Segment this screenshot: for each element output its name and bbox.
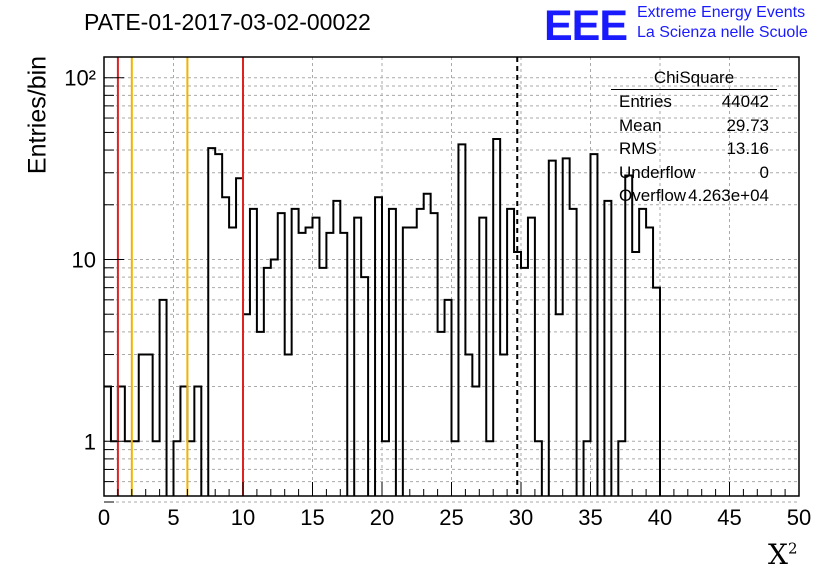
x-tick-label: 20 <box>370 505 394 530</box>
stats-box: ChiSquare Entries 44042 Mean 29.73 RMS 1… <box>611 68 777 210</box>
stats-key: Overflow <box>619 186 687 205</box>
stats-key: Entries <box>619 92 672 111</box>
x-tick-label: 50 <box>787 505 811 530</box>
y-tick-label: 10² <box>64 66 96 91</box>
x-axis-label: X2 <box>768 538 798 571</box>
logo-line-1: Extreme Energy Events <box>637 4 806 21</box>
logo-line-2: La Scienza nelle Scuole <box>637 24 808 41</box>
x-tick-label: 15 <box>300 505 324 530</box>
y-tick-label: 1 <box>84 429 96 454</box>
stats-key: Underflow <box>619 162 696 182</box>
grid-lines <box>103 57 800 503</box>
x-tick-label: 25 <box>439 505 463 530</box>
logo-mark: EEE <box>544 2 628 50</box>
x-tick-label: 35 <box>578 505 602 530</box>
stats-value: 29.73 <box>726 115 769 135</box>
stats-row-mean: Mean 29.73 <box>611 116 777 140</box>
x-tick-label: 0 <box>98 505 110 530</box>
x-tick-label: 10 <box>231 505 255 530</box>
x-tick-label: 40 <box>648 505 672 530</box>
stats-row-rms: RMS 13.16 <box>611 139 777 163</box>
x-tick-label: 30 <box>509 505 533 530</box>
plot-title: PATE-01-2017-03-02-00022 <box>84 9 371 35</box>
stats-row-entries: Entries 44042 <box>611 92 777 116</box>
stats-value: 44042 <box>721 92 769 111</box>
chart-marks <box>104 57 661 496</box>
stats-title: ChiSquare <box>611 68 777 90</box>
y-axis: 1 10 10² <box>64 66 124 503</box>
stats-value: 4.263e+04 <box>688 186 769 205</box>
stats-row-underflow: Underflow 0 <box>611 163 777 187</box>
y-tick-label: 10 <box>72 247 96 272</box>
stats-key: Mean <box>619 115 662 135</box>
stats-value: 13.16 <box>726 139 769 158</box>
stats-key: RMS <box>619 139 657 158</box>
histogram-series <box>104 138 661 496</box>
x-tick-label: 5 <box>167 505 179 530</box>
y-axis-label: Entries/bin <box>23 55 52 175</box>
stats-row-overflow: Overflow 4.263e+04 <box>611 186 777 210</box>
x-axis: 0 5 10 15 20 25 30 35 40 45 50 <box>98 482 811 530</box>
x-tick-label: 45 <box>717 505 741 530</box>
stats-value: 0 <box>759 162 769 182</box>
